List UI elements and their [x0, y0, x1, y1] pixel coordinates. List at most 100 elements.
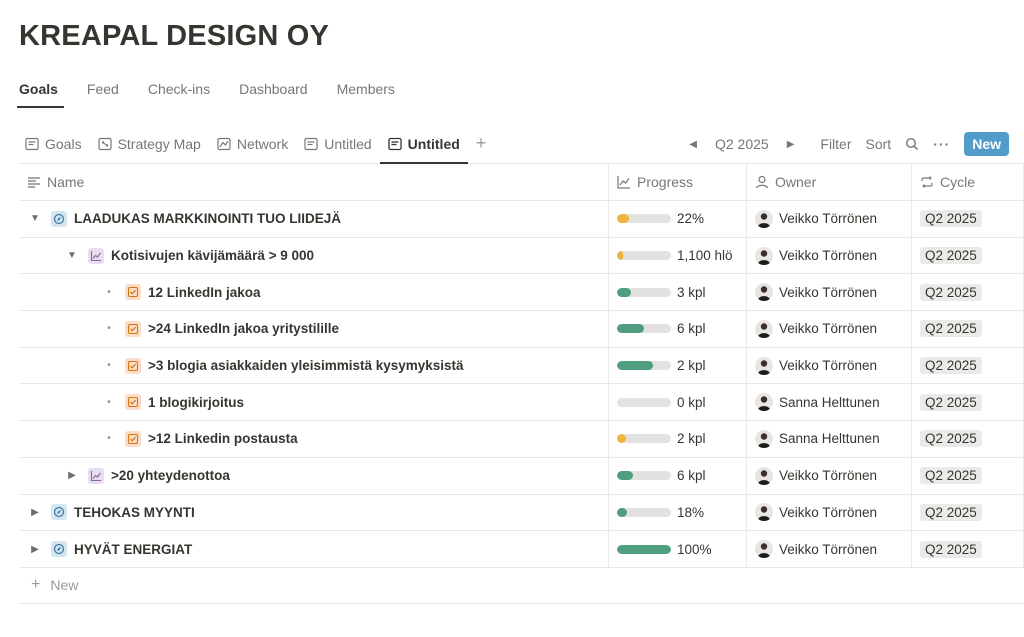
- cell-owner[interactable]: Veikko Törrönen: [747, 201, 912, 237]
- cell-cycle[interactable]: Q2 2025: [912, 457, 1024, 494]
- cycle-selector[interactable]: Q2 2025: [714, 136, 769, 152]
- table-row[interactable]: • >3 blogia asiakkaiden yleisimmistä kysy…: [19, 347, 1024, 385]
- view-tab-network[interactable]: Network: [209, 128, 296, 160]
- add-view-plus-icon[interactable]: +: [475, 133, 487, 153]
- cycle-tag: Q2 2025: [920, 210, 982, 228]
- task-checkbox-icon: [125, 394, 141, 411]
- cell-name[interactable]: • >24 LinkedIn jakoa yritystilille: [19, 311, 609, 347]
- cell-name[interactable]: ▶ HYVÄT ENERGIAT: [19, 531, 609, 567]
- cell-owner[interactable]: Veikko Törrönen: [747, 274, 912, 311]
- table-row[interactable]: ▶ HYVÄT ENERGIAT 100% Veikko Törrönen Q2 202…: [19, 531, 1024, 568]
- column-header-name[interactable]: Name: [19, 164, 609, 200]
- avatar: [755, 429, 773, 448]
- column-label: Progress: [637, 174, 694, 190]
- cell-cycle[interactable]: Q2 2025: [912, 384, 1024, 421]
- cell-owner[interactable]: Veikko Törrönen: [747, 457, 912, 494]
- cell-owner[interactable]: Sanna Helttunen: [747, 421, 912, 457]
- cell-cycle[interactable]: Q2 2025: [912, 201, 1024, 237]
- view-tab-label: Untitled: [407, 136, 460, 152]
- cell-owner[interactable]: Veikko Törrönen: [747, 347, 912, 384]
- filter-button[interactable]: Filter: [820, 136, 852, 152]
- cell-progress[interactable]: 100%: [609, 531, 747, 567]
- table-row[interactable]: ▼ Kotisivujen kävijämäärä > 9 000 1,100 hl…: [19, 237, 1024, 275]
- column-header-cycle[interactable]: Cycle: [912, 164, 1024, 200]
- view-tab-label: Goals: [45, 136, 82, 152]
- cell-owner[interactable]: Sanna Helttunen: [747, 384, 912, 421]
- tab-dashboard[interactable]: Dashboard: [239, 81, 308, 97]
- table-row[interactable]: • >24 LinkedIn jakoa yritystilille 6 kpl Ve…: [19, 311, 1024, 348]
- cell-progress[interactable]: 3 kpl: [609, 274, 747, 311]
- cell-cycle[interactable]: Q2 2025: [912, 531, 1024, 567]
- table-row[interactable]: ▶ TEHOKAS MYYNTI 18% Veikko Törrönen Q2 2025: [19, 494, 1024, 532]
- cell-cycle[interactable]: Q2 2025: [912, 421, 1024, 457]
- row-title: Kotisivujen kävijämäärä > 9 000: [111, 248, 314, 264]
- toggle-collapsed-icon[interactable]: ▶: [31, 506, 39, 518]
- progress-value: 1,100 hlö: [677, 248, 733, 264]
- toggle-expanded-icon[interactable]: ▼: [30, 213, 40, 225]
- sort-button[interactable]: Sort: [865, 136, 892, 152]
- cell-name[interactable]: ▼ Kotisivujen kävijämäärä > 9 000: [19, 237, 609, 274]
- cell-progress[interactable]: 2 kpl: [609, 421, 747, 457]
- cell-owner[interactable]: Veikko Törrönen: [747, 531, 912, 567]
- table-row[interactable]: ▼ LAADUKAS MARKKINOINTI TUO LIIDEJÄ 22% Vei…: [19, 201, 1024, 238]
- table-view-icon: [25, 137, 39, 151]
- cell-name[interactable]: ▶ >20 yhteydenottoa: [19, 457, 609, 494]
- cell-name[interactable]: • 12 LinkedIn jakoa: [19, 274, 609, 311]
- next-cycle-arrow-icon[interactable]: ▶: [786, 138, 795, 150]
- cell-cycle[interactable]: Q2 2025: [912, 347, 1024, 384]
- cell-cycle[interactable]: Q2 2025: [912, 237, 1024, 274]
- tab-goals[interactable]: Goals: [17, 80, 64, 108]
- table-view-icon: [388, 137, 402, 151]
- cell-name[interactable]: ▶ TEHOKAS MYYNTI: [19, 494, 609, 531]
- avatar: [755, 246, 773, 265]
- progress-bar: [617, 434, 671, 444]
- table-row[interactable]: • 1 blogikirjoitus 0 kpl Sanna Helttunen Q2 …: [19, 384, 1024, 422]
- cell-name[interactable]: • 1 blogikirjoitus: [19, 384, 609, 421]
- cell-progress[interactable]: 1,100 hlö: [609, 237, 747, 274]
- toggle-collapsed-icon[interactable]: ▶: [68, 470, 76, 482]
- more-options-icon[interactable]: ···: [933, 136, 951, 152]
- toggle-collapsed-icon[interactable]: ▶: [31, 543, 39, 555]
- cell-progress[interactable]: 2 kpl: [609, 347, 747, 384]
- bullet-icon: •: [107, 323, 111, 335]
- search-icon[interactable]: [905, 136, 919, 152]
- new-button[interactable]: New: [964, 132, 1009, 156]
- cell-owner[interactable]: Veikko Törrönen: [747, 494, 912, 531]
- new-row-button[interactable]: + New: [19, 568, 1024, 604]
- goal-compass-icon: [51, 210, 67, 227]
- cycle-tag: Q2 2025: [920, 430, 982, 448]
- view-tab-untitled-2[interactable]: Untitled: [379, 128, 468, 164]
- tab-members[interactable]: Members: [336, 81, 395, 97]
- cell-name[interactable]: • >12 Linkedin postausta: [19, 421, 609, 457]
- cell-progress[interactable]: 22%: [609, 201, 747, 237]
- view-tab-goals[interactable]: Goals: [19, 128, 90, 160]
- cell-progress[interactable]: 0 kpl: [609, 384, 747, 421]
- cell-progress[interactable]: 6 kpl: [609, 311, 747, 347]
- cell-name[interactable]: ▼ LAADUKAS MARKKINOINTI TUO LIIDEJÄ: [19, 201, 609, 237]
- cell-cycle[interactable]: Q2 2025: [912, 311, 1024, 347]
- cell-progress[interactable]: 18%: [609, 494, 747, 531]
- column-header-progress[interactable]: Progress: [609, 164, 747, 200]
- cell-cycle[interactable]: Q2 2025: [912, 494, 1024, 531]
- cycle-tag: Q2 2025: [920, 247, 982, 265]
- row-title: >24 LinkedIn jakoa yritystilille: [148, 321, 339, 337]
- cell-owner[interactable]: Veikko Törrönen: [747, 237, 912, 274]
- column-header-owner[interactable]: Owner: [747, 164, 912, 200]
- cell-progress[interactable]: 6 kpl: [609, 457, 747, 494]
- cell-owner[interactable]: Veikko Törrönen: [747, 311, 912, 347]
- cell-name[interactable]: • >3 blogia asiakkaiden yleisimmistä kysy…: [19, 347, 609, 384]
- table-row[interactable]: ▶ >20 yhteydenottoa 6 kpl Veikko Törrönen Q2…: [19, 457, 1024, 495]
- progress-bar: [617, 214, 671, 224]
- row-title: LAADUKAS MARKKINOINTI TUO LIIDEJÄ: [74, 211, 341, 227]
- table-row[interactable]: • 12 LinkedIn jakoa 3 kpl Veikko Törrönen Q2…: [19, 274, 1024, 312]
- cell-cycle[interactable]: Q2 2025: [912, 274, 1024, 311]
- cycle-tag: Q2 2025: [920, 467, 982, 485]
- tab-check-ins[interactable]: Check-ins: [147, 81, 211, 97]
- view-tab-untitled-1[interactable]: Untitled: [296, 128, 379, 160]
- toggle-expanded-icon[interactable]: ▼: [67, 250, 77, 262]
- tab-feed[interactable]: Feed: [86, 81, 119, 97]
- prev-cycle-arrow-icon[interactable]: ◀: [689, 138, 697, 150]
- table-row[interactable]: • >12 Linkedin postausta 2 kpl Sanna Helttu…: [19, 421, 1024, 458]
- view-tab-strategy-map[interactable]: Strategy Map: [90, 128, 209, 160]
- avatar: [755, 356, 773, 375]
